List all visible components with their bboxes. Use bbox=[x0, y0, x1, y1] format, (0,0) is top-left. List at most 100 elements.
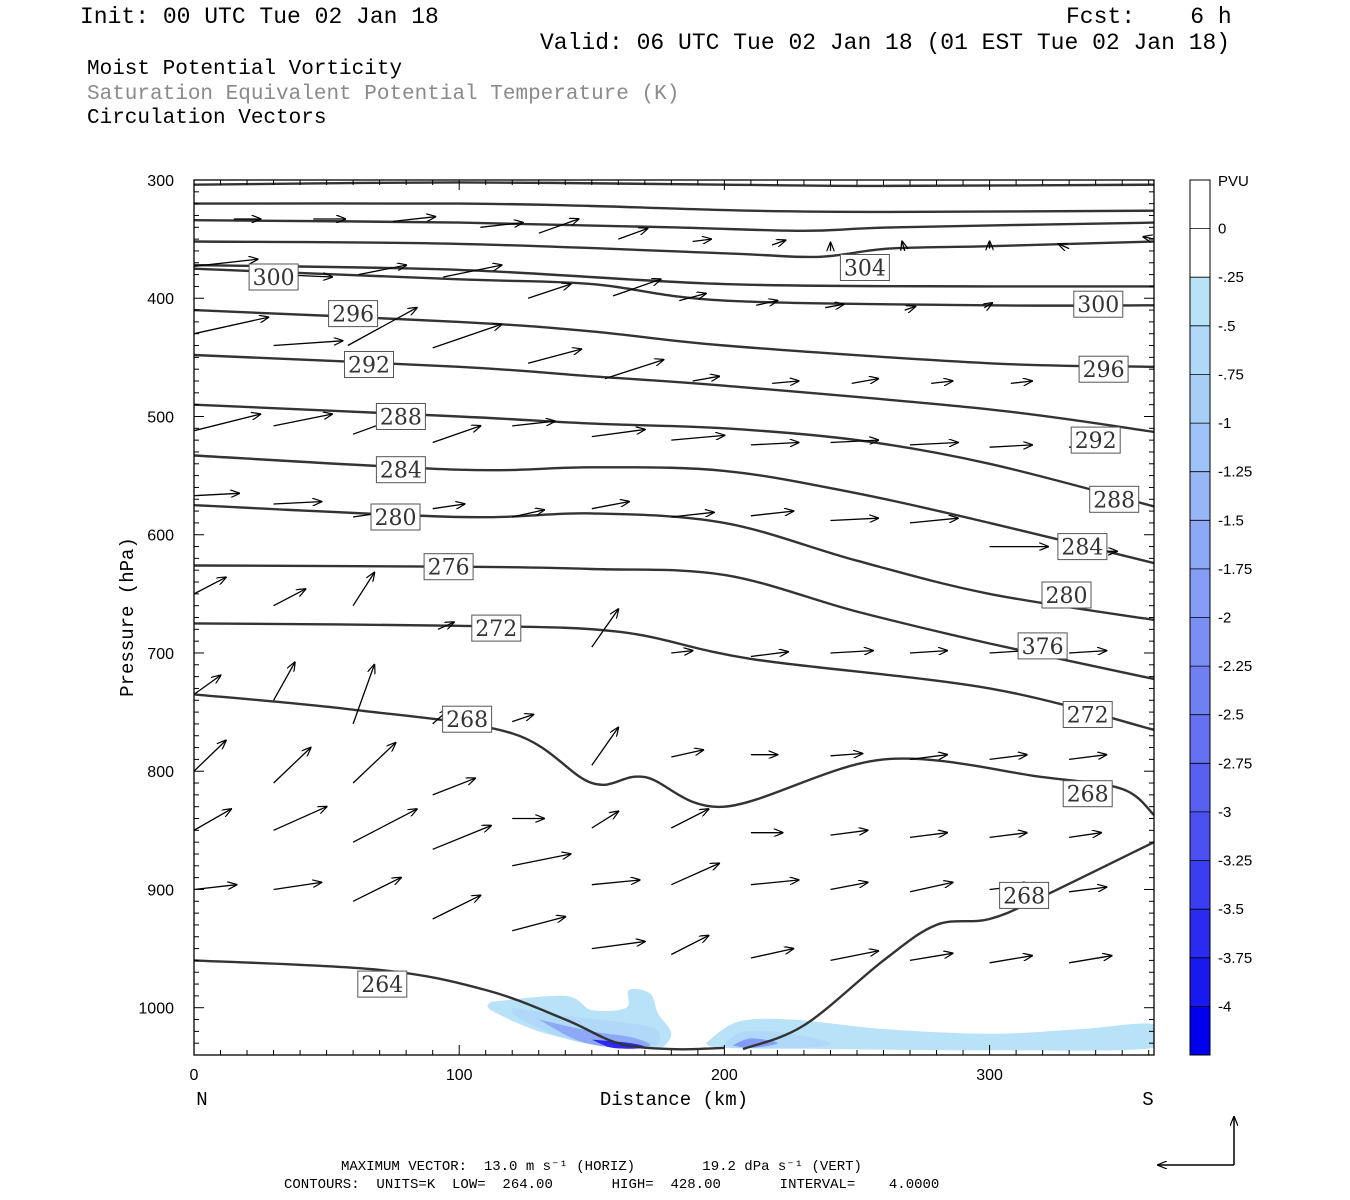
legend-theta-es: Saturation Equivalent Potential Temperat… bbox=[87, 83, 680, 106]
circulation-vector bbox=[750, 880, 799, 886]
y-axis-title: Pressure (hPa) bbox=[117, 537, 139, 697]
circulation-vector bbox=[1068, 956, 1112, 964]
theta-es-contour bbox=[194, 504, 1154, 622]
colorbar-swatch bbox=[1190, 423, 1210, 473]
circulation-vector bbox=[273, 502, 322, 504]
circulation-vector bbox=[432, 504, 465, 510]
circulation-vector bbox=[989, 956, 1032, 964]
colorbar-label: -3.75 bbox=[1218, 950, 1252, 967]
y-tick-label: 400 bbox=[147, 291, 174, 308]
circulation-vector bbox=[527, 349, 581, 364]
circulation-vector bbox=[273, 589, 306, 607]
circulation-vector bbox=[352, 809, 417, 843]
circulation-vector bbox=[909, 953, 953, 962]
colorbar-label: -3.5 bbox=[1218, 901, 1244, 918]
colorbar-label: 0 bbox=[1218, 221, 1226, 238]
colorbar-swatch bbox=[1190, 520, 1210, 570]
circulation-vector bbox=[771, 240, 785, 245]
contour-label-box bbox=[1062, 701, 1113, 728]
circulation-vector bbox=[618, 229, 647, 240]
theta-es-contour bbox=[194, 622, 1154, 731]
circulation-vector bbox=[358, 265, 406, 276]
circulation-vector bbox=[432, 324, 502, 349]
contour-label: 300 bbox=[253, 266, 295, 291]
circulation-vector bbox=[273, 341, 343, 347]
contour-label: 280 bbox=[375, 506, 417, 531]
circulation-vector bbox=[671, 750, 703, 758]
colorbar-swatch bbox=[1190, 277, 1210, 327]
colorbar-swatch bbox=[1190, 909, 1210, 959]
circulation-vector bbox=[989, 755, 1027, 761]
colorbar-title: PVU bbox=[1218, 173, 1249, 190]
colorbar-label: -2.75 bbox=[1218, 755, 1252, 772]
contour-label-box bbox=[471, 614, 522, 642]
circulation-vector bbox=[830, 651, 873, 653]
circulation-vector bbox=[432, 826, 491, 850]
contour-label-layer: 304 300 296 292 288 284 280 276 272 268 264 300 296 2… bbox=[248, 254, 1140, 998]
circulation-vector bbox=[512, 421, 555, 427]
contour-label-box bbox=[1057, 533, 1108, 561]
colorbar-swatch bbox=[1190, 811, 1210, 861]
circulation-vector bbox=[352, 665, 374, 725]
theta-es-contour bbox=[194, 202, 1154, 214]
contour-label: 280 bbox=[1046, 584, 1088, 609]
theta-es-contour bbox=[194, 564, 1154, 681]
circulation-vector bbox=[692, 376, 720, 381]
circulation-vector bbox=[591, 609, 619, 648]
circulation-vector bbox=[830, 754, 863, 756]
x-right-end-label: S bbox=[1142, 1089, 1153, 1111]
circulation-vector bbox=[931, 381, 952, 383]
colorbar-label: -2.25 bbox=[1218, 658, 1252, 675]
circulation-vector bbox=[909, 833, 947, 839]
colorbar-swatch bbox=[1190, 714, 1210, 764]
circulation-vector bbox=[830, 951, 879, 962]
circulation-vector bbox=[273, 882, 322, 891]
y-tick-label: 800 bbox=[147, 764, 174, 781]
circulation-vector bbox=[830, 830, 868, 836]
circulation-vector bbox=[591, 942, 645, 950]
circulation-vector bbox=[750, 443, 799, 445]
circulation-vector bbox=[671, 863, 719, 886]
x-tick-label: 300 bbox=[976, 1067, 1003, 1084]
circulation-vector bbox=[830, 440, 879, 442]
y-tick-label: 600 bbox=[147, 528, 174, 545]
circulation-vector bbox=[989, 445, 1032, 447]
colorbar-swatch bbox=[1190, 325, 1210, 375]
circulation-vector bbox=[909, 651, 947, 653]
circulation-vector bbox=[194, 741, 226, 772]
circulation-vector bbox=[194, 493, 239, 495]
contour-label: 268 bbox=[1067, 783, 1109, 808]
contour-label: 284 bbox=[1061, 536, 1103, 561]
colorbar-swatch bbox=[1190, 180, 1210, 230]
circulation-vector bbox=[194, 259, 258, 267]
theta-es-contour bbox=[194, 403, 1154, 508]
circulation-vector bbox=[904, 307, 916, 311]
contour-label: 292 bbox=[348, 354, 390, 379]
y-tick-label: 700 bbox=[147, 646, 174, 663]
theta-es-contour bbox=[742, 841, 1154, 1051]
colorbar-swatch bbox=[1190, 374, 1210, 424]
contour-label: 300 bbox=[1077, 293, 1119, 318]
circulation-vector bbox=[1069, 755, 1106, 761]
x-tick-label: 100 bbox=[446, 1067, 473, 1084]
circulation-vector bbox=[347, 308, 417, 347]
contour-label: 304 bbox=[844, 257, 886, 282]
contour-label: 296 bbox=[332, 303, 374, 328]
contour-info-note: CONTOURS: UNITS=K LOW= 264.00 HIGH= 428.… bbox=[284, 1177, 940, 1193]
circulation-vector bbox=[692, 239, 712, 241]
circulation-vector bbox=[512, 917, 565, 932]
legend-mpv: Moist Potential Vorticity bbox=[87, 58, 403, 81]
circulation-vector bbox=[1069, 833, 1101, 839]
circulation-vector bbox=[352, 743, 395, 784]
circulation-vector bbox=[352, 878, 401, 902]
theta-es-contour bbox=[194, 267, 1154, 307]
contour-label: 272 bbox=[475, 617, 517, 642]
circulation-vector bbox=[604, 360, 663, 380]
contour-label-box bbox=[370, 503, 421, 531]
contour-label-box bbox=[423, 553, 474, 581]
contour-label: 264 bbox=[361, 973, 403, 998]
pv-fill-layer bbox=[487, 988, 1154, 1051]
circulation-vector bbox=[671, 435, 724, 441]
colorbar-label: -2 bbox=[1218, 610, 1231, 627]
